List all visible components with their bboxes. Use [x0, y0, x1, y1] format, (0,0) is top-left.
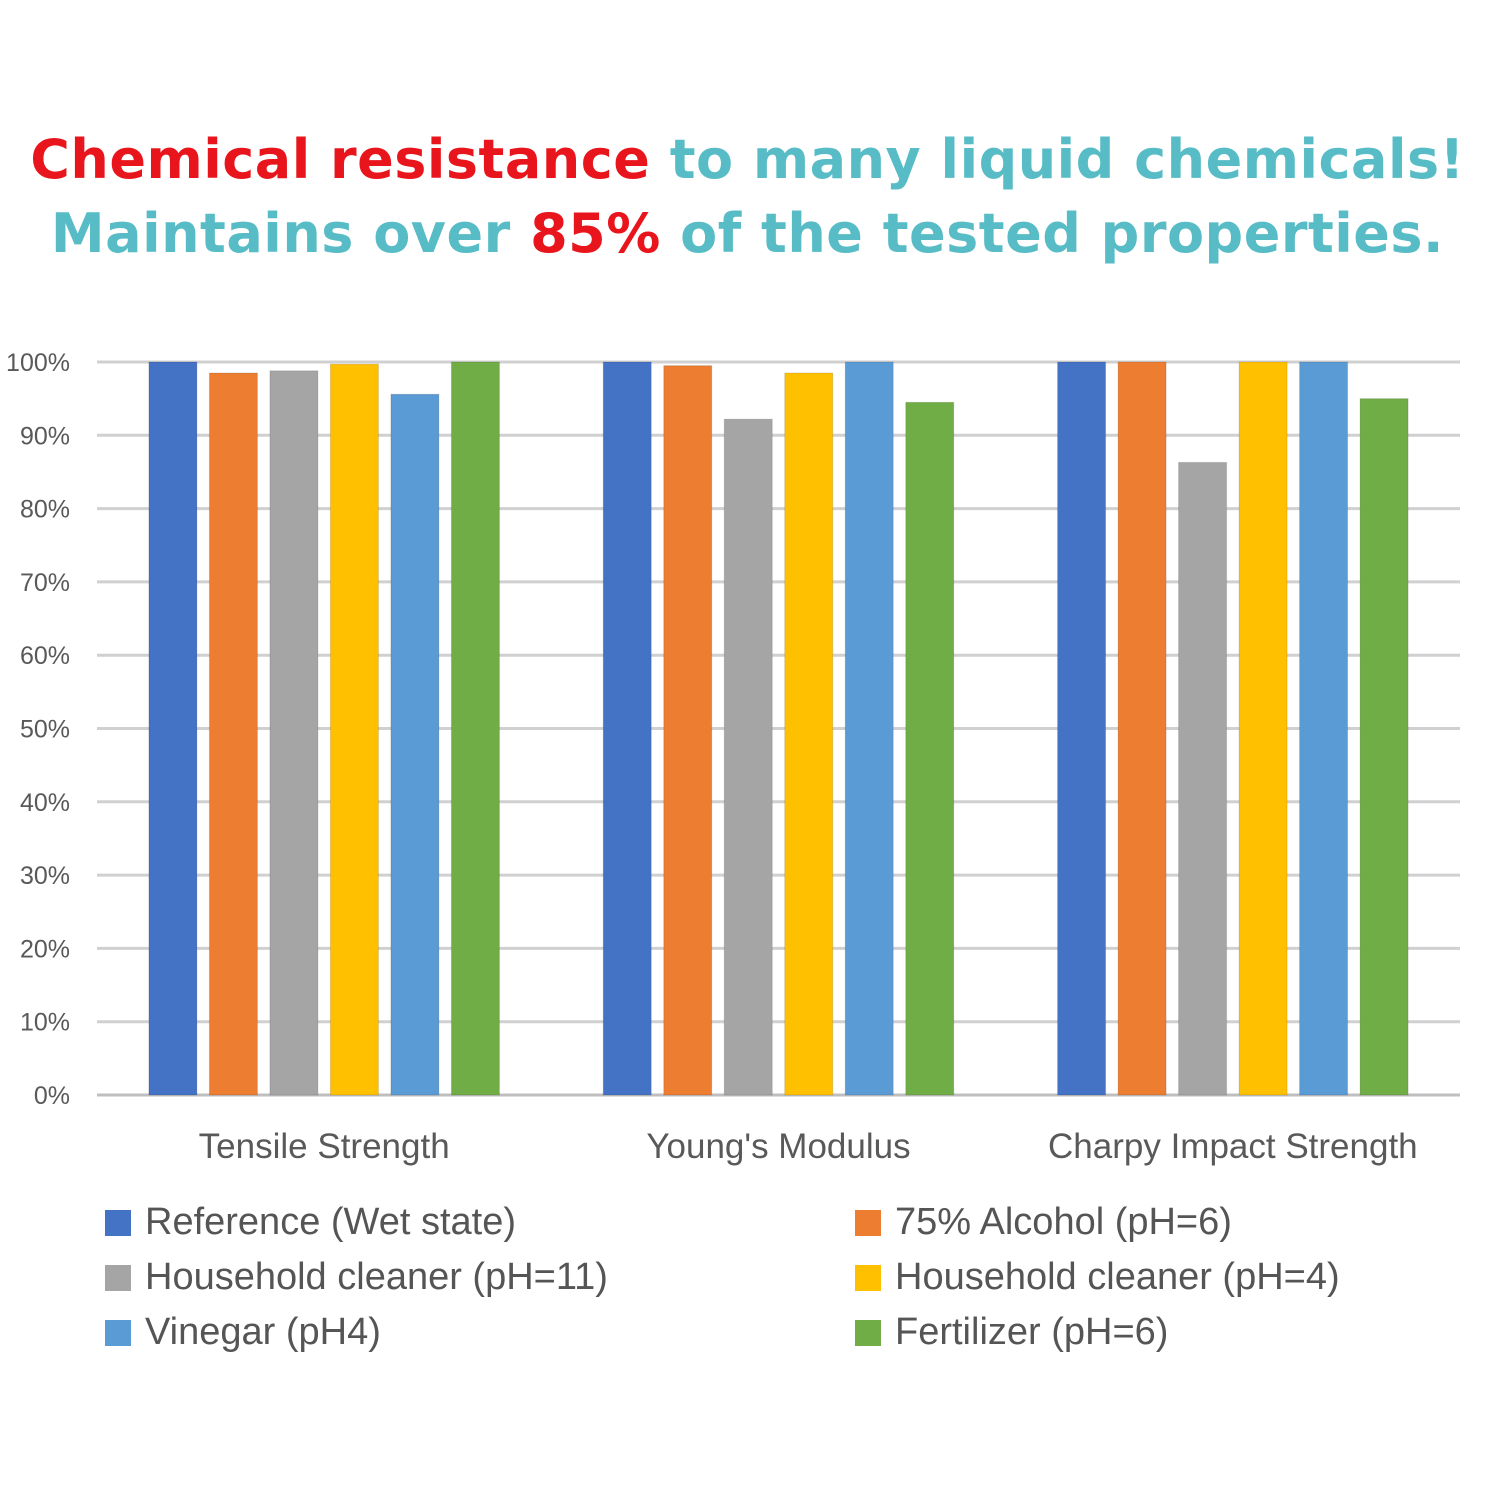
bar: [208, 372, 258, 1096]
legend-label: Vinegar (pH4): [145, 1311, 381, 1353]
y-tick-label: 90%: [20, 422, 70, 450]
bars: [148, 361, 1409, 1096]
legend-label: Fertilizer (pH=6): [895, 1311, 1169, 1353]
legend-swatch: [855, 1319, 881, 1346]
headline-percent: 85%: [530, 202, 661, 265]
legend-swatch: [105, 1319, 131, 1346]
bar: [1299, 361, 1349, 1096]
legend-swatch: [105, 1264, 131, 1291]
bar: [1178, 461, 1228, 1096]
legend-label: Reference (Wet state): [145, 1201, 517, 1243]
bar: [390, 393, 440, 1096]
y-axis-ticks: 0% 10% 20% 30% 40% 50% 60% 70% 80% 90% 100%: [6, 349, 70, 1110]
legend-label: Household cleaner (pH=11): [145, 1256, 608, 1298]
bar: [329, 363, 379, 1096]
bar: [1359, 398, 1409, 1096]
y-tick-label: 60%: [20, 642, 70, 670]
headline-line-2: Maintains over 85% of the tested propert…: [0, 202, 1495, 265]
bar: [148, 361, 198, 1096]
headline-text: Maintains over: [50, 202, 531, 265]
bar: [784, 372, 834, 1096]
bar: [450, 361, 500, 1096]
bar: [1238, 361, 1288, 1096]
y-tick-label: 50%: [20, 716, 70, 744]
bar: [1117, 361, 1167, 1096]
chart-legend: Reference (Wet state) 75% Alcohol (pH=6) H…: [105, 1200, 1485, 1355]
y-tick-label: 20%: [20, 935, 70, 963]
legend-item: Fertilizer (pH=6): [855, 1310, 1485, 1355]
y-tick-label: 80%: [20, 496, 70, 524]
legend-swatch: [855, 1264, 881, 1291]
x-category-label: Tensile Strength: [199, 1127, 450, 1166]
bar: [663, 365, 713, 1096]
x-category-label: Young's Modulus: [646, 1127, 910, 1166]
legend-item: 75% Alcohol (pH=6): [855, 1200, 1485, 1245]
legend-swatch: [855, 1209, 881, 1236]
legend-label: Household cleaner (pH=4): [895, 1256, 1340, 1298]
y-tick-label: 30%: [20, 862, 70, 890]
y-tick-label: 40%: [20, 789, 70, 817]
headline-text: of the tested properties.: [660, 202, 1445, 265]
bar: [905, 401, 955, 1096]
y-tick-label: 10%: [20, 1009, 70, 1037]
y-tick-label: 70%: [20, 569, 70, 597]
legend-label: 75% Alcohol (pH=6): [895, 1201, 1232, 1243]
legend-item: Household cleaner (pH=4): [855, 1255, 1485, 1300]
headline-text: to many liquid chemicals!: [650, 128, 1465, 191]
grid-lines: [97, 360, 1460, 1097]
x-category-label: Charpy Impact Strength: [1048, 1127, 1418, 1166]
y-tick-label: 0%: [34, 1082, 70, 1110]
headline-highlight: Chemical resistance: [30, 128, 651, 191]
legend-item: Vinegar (pH4): [105, 1310, 855, 1355]
legend-item: Reference (Wet state): [105, 1200, 855, 1245]
legend-swatch: [105, 1209, 131, 1236]
legend-item: Household cleaner (pH=11): [105, 1255, 855, 1300]
bar: [844, 361, 894, 1096]
x-axis-category-labels: Tensile Strength Young's Modulus Charpy Im…: [199, 1127, 1418, 1166]
y-tick-label: 100%: [6, 349, 70, 377]
headline-line-1: Chemical resistance to many liquid chemi…: [0, 128, 1495, 191]
bar: [723, 418, 773, 1096]
bar: [1057, 361, 1107, 1096]
bar: [269, 370, 319, 1096]
bar: [602, 361, 652, 1096]
